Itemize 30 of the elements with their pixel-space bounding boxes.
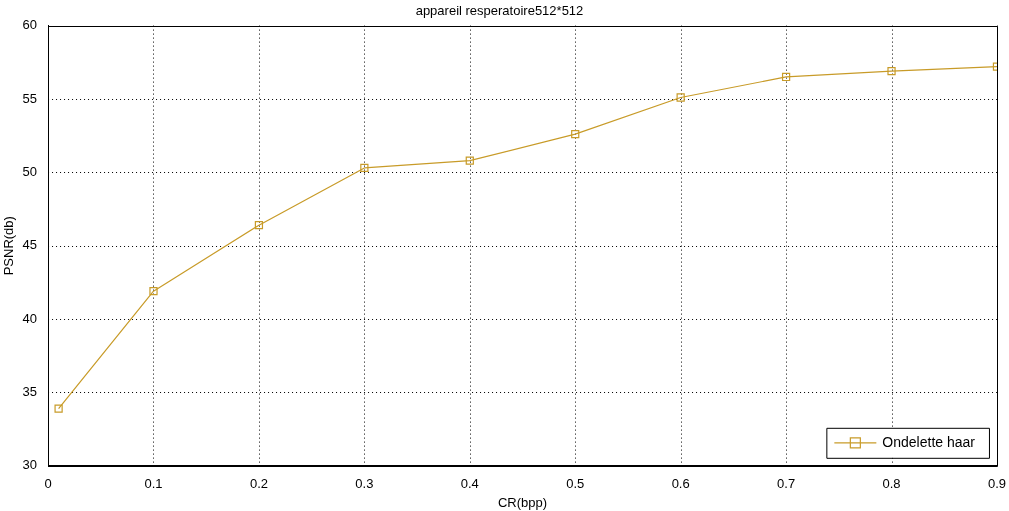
- y-tick-label: 45: [22, 237, 38, 253]
- point: [149, 287, 158, 296]
- x-tick-label: 0.3: [355, 476, 374, 492]
- point: [360, 163, 369, 173]
- point: [465, 156, 474, 165]
- x-tick-label: 0.7: [777, 476, 796, 492]
- y-tick-label: 50: [22, 163, 38, 179]
- y-tick-label: 35: [22, 384, 38, 400]
- y-tick-label: 60: [22, 17, 38, 33]
- y-axis-title: PSNR(db): [1, 216, 17, 276]
- y-tick-label: 30: [22, 457, 38, 473]
- x-tick-label: 0: [44, 476, 52, 492]
- chart-title: appareil resperatoire512*512: [415, 3, 584, 19]
- x-tick-label: 0.5: [566, 476, 585, 492]
- x-tick-label: 0.1: [144, 476, 163, 492]
- x-tick-label: 0.8: [882, 476, 901, 492]
- point: [254, 221, 264, 230]
- x-tick-label: 0.6: [671, 476, 690, 492]
- x-axis-title: CR(bpp): [497, 494, 548, 510]
- x-tick-label: 0.4: [460, 476, 479, 492]
- point: [887, 66, 896, 76]
- x-tick-label: 0.9: [987, 476, 1006, 492]
- x-tick-label: 0.2: [249, 476, 268, 492]
- point: [781, 72, 791, 82]
- legend-label: Ondelette haar: [882, 433, 976, 450]
- point: [54, 404, 63, 413]
- y-tick-label: 40: [22, 310, 38, 326]
- point: [571, 130, 580, 139]
- y-tick-label: 55: [22, 90, 38, 106]
- point: [676, 93, 685, 102]
